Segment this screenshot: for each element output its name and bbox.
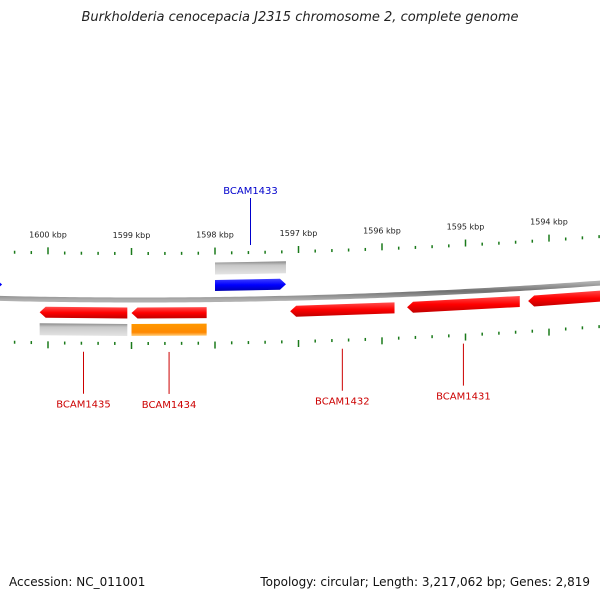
- feature-mark-bcam1435: [39, 323, 128, 336]
- scale-tick-labels: 1600 kbp 1599 kbp 1598 kbp 1597 kbp 1596 kbp…: [29, 218, 568, 240]
- gene-arrow-bcam1434[interactable]: [131, 307, 207, 319]
- tick-label: 1595 kbp: [447, 223, 485, 232]
- tick-label: 1594 kbp: [530, 218, 568, 227]
- feature-mark-bcam1434: [131, 323, 207, 336]
- tick-label: 1599 kbp: [113, 231, 151, 240]
- gene-arrow-red-right[interactable]: [528, 290, 600, 307]
- gene-arrow-bcam1435[interactable]: [39, 306, 128, 319]
- gene-labels: BCAM1433 BCAM1435 BCAM1434 BCAM1432 BCAM1431: [56, 186, 491, 411]
- tick-label: 1597 kbp: [280, 229, 318, 238]
- gene-label: BCAM1432: [315, 397, 370, 408]
- gene-arrow-bcam1431[interactable]: [407, 295, 520, 313]
- feature-mark-bcam1433: [215, 261, 286, 275]
- gene-label: BCAM1435: [56, 400, 111, 411]
- gene-features: [0, 278, 600, 319]
- gene-arrow-bcam1432[interactable]: [290, 302, 395, 317]
- feature-marks: [39, 261, 286, 336]
- tick-label: 1596 kbp: [363, 226, 401, 235]
- gene-label: BCAM1431: [436, 392, 491, 403]
- map-title: Burkholderia cenocepacia J2315 chromosom…: [81, 10, 519, 25]
- gene-label: BCAM1433: [223, 186, 278, 197]
- scale-ticks-outer: [13, 234, 600, 255]
- tick-label: 1600 kbp: [29, 230, 67, 239]
- scale-ticks-inner: [13, 325, 600, 349]
- genome-summary-text: Topology: circular; Length: 3,217,062 bp…: [260, 575, 590, 589]
- genome-backbone: [0, 280, 600, 303]
- gene-arrow-bcam1433[interactable]: [215, 278, 286, 292]
- gene-arrow-blue-left[interactable]: [0, 278, 3, 290]
- gene-label: BCAM1434: [142, 400, 197, 411]
- accession-text: Accession: NC_011001: [9, 575, 146, 589]
- tick-label: 1598 kbp: [196, 231, 234, 240]
